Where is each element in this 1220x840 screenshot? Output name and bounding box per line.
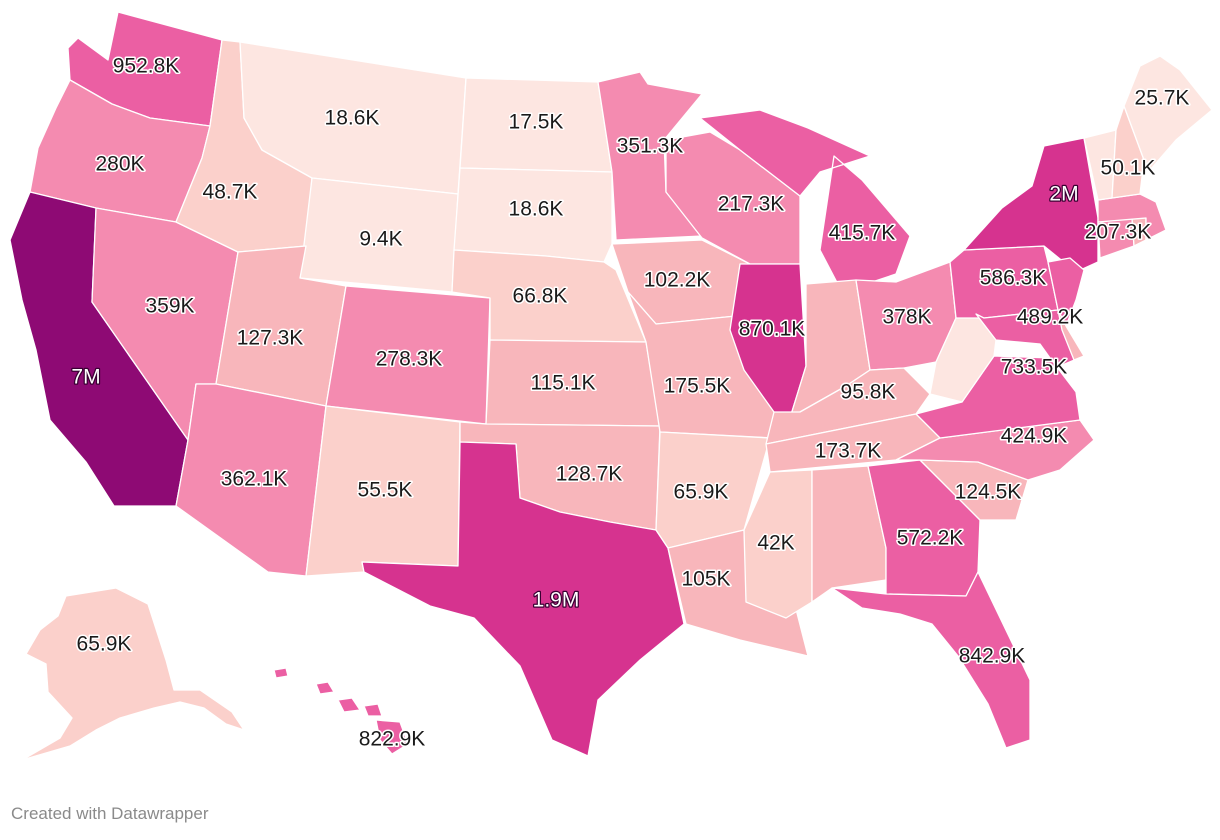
state-ak[interactable] <box>21 587 245 761</box>
state-label-ca: 7M <box>71 366 100 389</box>
state-label-ma: 207.3K <box>1085 221 1152 244</box>
state-label-ut: 127.3K <box>237 327 304 350</box>
state-label-co: 278.3K <box>376 348 443 371</box>
state-label-nv: 359K <box>145 295 194 318</box>
state-label-wa: 952.8K <box>113 55 180 78</box>
state-label-ms: 42K <box>757 532 794 555</box>
state-label-or: 280K <box>95 153 144 176</box>
state-label-ne: 66.8K <box>513 285 568 308</box>
state-label-ks: 115.1K <box>531 372 596 395</box>
state-tx[interactable] <box>361 441 685 757</box>
state-label-tn: 173.7K <box>815 440 882 463</box>
state-label-tx: 1.9M <box>533 589 580 612</box>
state-label-hi: 822.9K <box>359 728 426 751</box>
state-mi[interactable] <box>699 109 911 293</box>
state-shapes <box>9 11 1213 761</box>
state-label-ga: 572.2K <box>897 527 964 550</box>
state-label-wy: 9.4K <box>359 228 402 251</box>
state-label-oh: 378K <box>882 306 931 329</box>
state-label-va: 733.5K <box>1001 356 1068 379</box>
state-label-ky: 95.8K <box>841 381 896 404</box>
state-label-id: 48.7K <box>203 181 258 204</box>
state-mn[interactable] <box>597 71 703 241</box>
state-label-fl: 842.9K <box>959 645 1026 668</box>
state-me[interactable] <box>1123 55 1213 171</box>
state-ma[interactable] <box>1097 193 1167 241</box>
state-label-ar: 65.9K <box>674 481 729 504</box>
state-label-nm: 55.5K <box>358 479 413 502</box>
state-label-il: 870.1K <box>739 318 806 341</box>
state-label-nh: 50.1K <box>1101 157 1156 180</box>
state-ny[interactable] <box>963 137 1099 273</box>
state-label-nd: 17.5K <box>509 111 564 134</box>
state-label-nc: 424.9K <box>1001 425 1068 448</box>
state-label-mi: 415.7K <box>829 222 896 245</box>
state-label-sc: 124.5K <box>955 481 1022 504</box>
state-label-pa: 586.3K <box>980 267 1047 290</box>
state-label-ny: 2M <box>1049 183 1078 206</box>
state-label-az: 362.1K <box>221 468 288 491</box>
state-label-md: 489.2K <box>1017 306 1084 329</box>
state-label-sd: 18.6K <box>509 198 564 221</box>
state-label-mo: 175.5K <box>664 375 731 398</box>
state-hi[interactable] <box>273 667 409 755</box>
state-fl[interactable] <box>831 571 1031 749</box>
state-nh[interactable] <box>1111 105 1145 199</box>
state-label-ok: 128.7K <box>556 463 623 486</box>
state-label-wi: 217.3K <box>718 193 785 216</box>
state-labels: 952.8K 280K 7M 359K 48.7K 18.6K 9.4K 127.3K 362.… <box>70 53 1191 752</box>
state-label-me: 25.7K <box>1135 87 1190 110</box>
state-label-mt: 18.6K <box>325 107 380 130</box>
state-label-mn: 351.3K <box>617 135 684 158</box>
state-de[interactable] <box>1057 309 1085 361</box>
state-label-la: 105K <box>681 568 730 591</box>
state-label-ia: 102.2K <box>644 269 711 292</box>
credit-text: Created with Datawrapper <box>11 804 209 823</box>
state-label-ak: 65.9K <box>77 633 132 656</box>
